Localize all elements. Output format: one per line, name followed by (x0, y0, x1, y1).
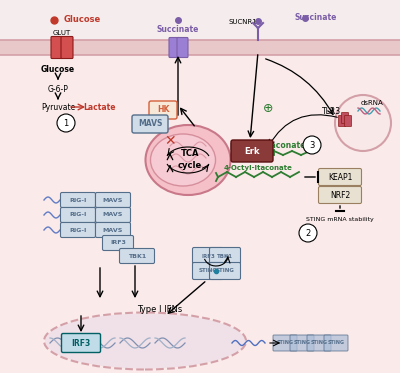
Circle shape (299, 224, 317, 242)
Text: G-6-P: G-6-P (48, 85, 68, 94)
FancyBboxPatch shape (177, 38, 188, 57)
FancyBboxPatch shape (120, 248, 154, 263)
Text: STING mRNA stability: STING mRNA stability (306, 217, 374, 223)
FancyBboxPatch shape (318, 169, 362, 185)
Text: Succinate: Succinate (295, 13, 337, 22)
Text: HK: HK (157, 106, 169, 115)
FancyBboxPatch shape (273, 335, 297, 351)
FancyBboxPatch shape (60, 192, 96, 207)
FancyBboxPatch shape (192, 263, 224, 279)
Text: Itaconate: Itaconate (264, 141, 306, 150)
FancyBboxPatch shape (61, 37, 73, 59)
Text: IRF3: IRF3 (201, 254, 215, 258)
Text: ⊕: ⊕ (263, 101, 273, 115)
Text: STING: STING (310, 341, 328, 345)
FancyBboxPatch shape (102, 235, 134, 251)
Text: Erk: Erk (244, 147, 260, 156)
FancyBboxPatch shape (96, 207, 130, 223)
Text: RIG-I: RIG-I (69, 228, 87, 232)
Text: STING: STING (198, 269, 218, 273)
FancyBboxPatch shape (324, 335, 348, 351)
Text: Lactate: Lactate (84, 103, 116, 112)
FancyBboxPatch shape (169, 38, 180, 57)
Text: Pyruvate: Pyruvate (41, 103, 75, 112)
FancyBboxPatch shape (60, 207, 96, 223)
Text: STING: STING (216, 269, 234, 273)
Text: STING: STING (328, 341, 344, 345)
FancyBboxPatch shape (231, 140, 273, 162)
Bar (0, 40, 400, 55)
Text: 2: 2 (305, 229, 311, 238)
FancyBboxPatch shape (132, 115, 168, 133)
Text: MAVS: MAVS (103, 197, 123, 203)
Text: 4-Octyl-Itaconate: 4-Octyl-Itaconate (224, 165, 292, 171)
Text: IRF3: IRF3 (71, 339, 91, 348)
FancyBboxPatch shape (149, 101, 177, 119)
FancyBboxPatch shape (342, 113, 348, 123)
Text: RIG-I: RIG-I (69, 213, 87, 217)
FancyBboxPatch shape (51, 37, 63, 59)
Text: NRF2: NRF2 (330, 191, 350, 200)
Text: STING: STING (276, 341, 294, 345)
FancyBboxPatch shape (318, 186, 362, 204)
Text: TCA: TCA (181, 150, 199, 159)
Text: STING: STING (294, 341, 310, 345)
FancyBboxPatch shape (62, 333, 100, 352)
Circle shape (335, 95, 391, 151)
Bar (0, 0, 400, 40)
FancyBboxPatch shape (338, 116, 346, 126)
Text: TBK1: TBK1 (217, 254, 233, 258)
Text: Type I IFNs: Type I IFNs (137, 305, 183, 314)
FancyBboxPatch shape (344, 116, 352, 126)
Text: MAVS: MAVS (103, 228, 123, 232)
Text: SUCNR1: SUCNR1 (229, 19, 257, 25)
Text: IRF3: IRF3 (110, 241, 126, 245)
Circle shape (57, 114, 75, 132)
Text: IRG1: IRG1 (229, 144, 247, 153)
FancyBboxPatch shape (60, 223, 96, 238)
Circle shape (303, 136, 321, 154)
Ellipse shape (45, 313, 245, 369)
Text: cycle: cycle (178, 160, 202, 169)
Text: MAVS: MAVS (138, 119, 162, 129)
Text: ✕: ✕ (164, 134, 176, 148)
Ellipse shape (146, 125, 230, 195)
Text: dsRNA: dsRNA (361, 100, 383, 106)
Text: Glucose: Glucose (41, 66, 75, 75)
FancyBboxPatch shape (192, 248, 224, 264)
Text: Glucose: Glucose (64, 16, 101, 25)
FancyBboxPatch shape (96, 192, 130, 207)
Text: KEAP1: KEAP1 (328, 172, 352, 182)
Text: 1: 1 (63, 119, 69, 128)
Bar (0, 55, 400, 373)
Text: TBK1: TBK1 (128, 254, 146, 258)
FancyBboxPatch shape (210, 248, 240, 264)
Text: RIG-I: RIG-I (69, 197, 87, 203)
FancyBboxPatch shape (210, 263, 240, 279)
FancyBboxPatch shape (290, 335, 314, 351)
FancyBboxPatch shape (96, 223, 130, 238)
Text: Succinate: Succinate (157, 25, 199, 34)
Text: GLUT: GLUT (53, 30, 71, 36)
Text: MAVS: MAVS (103, 213, 123, 217)
Text: TLR3: TLR3 (322, 107, 342, 116)
FancyBboxPatch shape (307, 335, 331, 351)
Ellipse shape (150, 134, 216, 186)
Text: 3: 3 (309, 141, 315, 150)
